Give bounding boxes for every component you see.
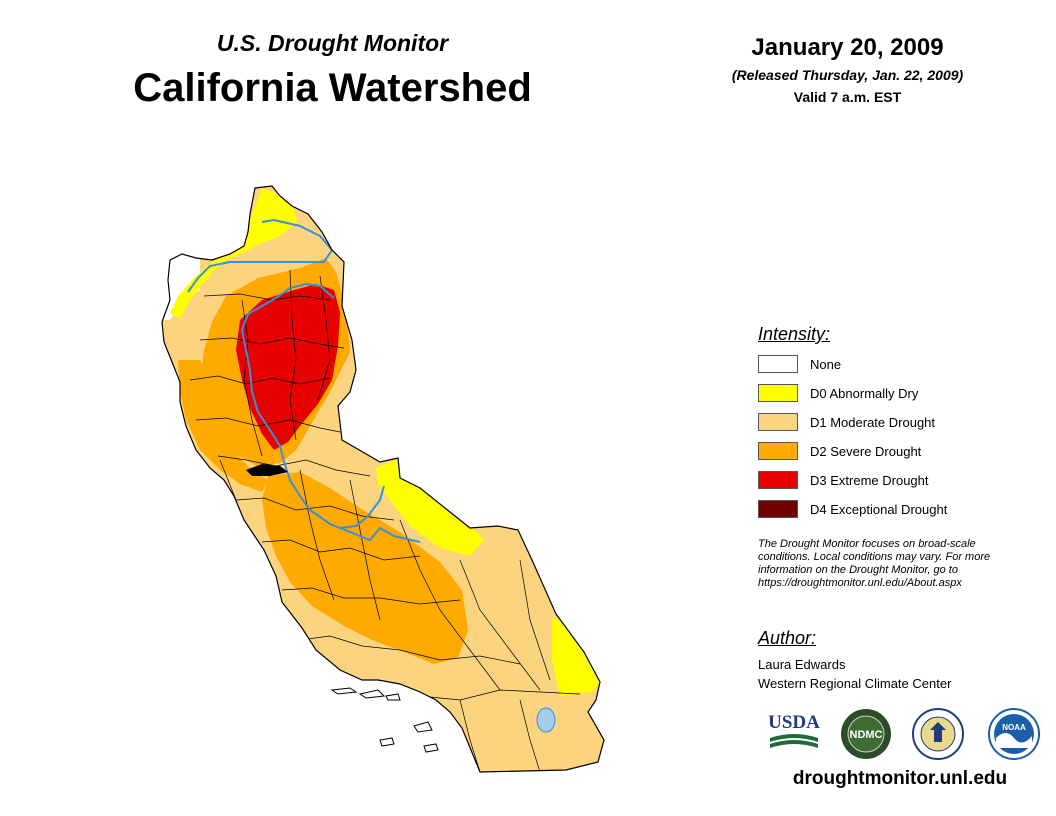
- legend-label: D3 Extreme Drought: [810, 473, 929, 488]
- legend-label: D0 Abnormally Dry: [810, 386, 919, 401]
- legend-label: D4 Exceptional Drought: [810, 502, 948, 517]
- usda-logo-text: USDA: [768, 712, 820, 733]
- d0-abnormally-dry-east: [376, 458, 484, 556]
- legend-label: D2 Severe Drought: [810, 444, 922, 459]
- legend-swatch: [758, 442, 798, 460]
- legend-title: Intensity:: [758, 324, 831, 344]
- legend-swatch: [758, 471, 798, 489]
- noaa-logo-text: NOAA: [1002, 723, 1026, 732]
- usda-logo: USDA: [768, 712, 820, 748]
- salton-sea-lake: [536, 707, 556, 733]
- legend-item-d4: D4 Exceptional Drought: [758, 500, 1048, 529]
- disclaimer-note: The Drought Monitor focuses on broad-sca…: [758, 538, 1050, 590]
- major-rivers: [187, 218, 421, 543]
- note-line: conditions. Local conditions may vary. F…: [758, 551, 991, 563]
- california-drought-map: [161, 185, 605, 773]
- legend: Intensity: None D0 Abnormally Dry D1 Mod…: [758, 324, 1048, 529]
- channel-islands: [330, 687, 439, 753]
- legend-item-d1: D1 Moderate Drought: [758, 413, 1048, 442]
- d2-severe-drought-south: [262, 472, 468, 664]
- legend-item-d0: D0 Abnormally Dry: [758, 384, 1048, 413]
- legend-swatch: [758, 384, 798, 402]
- ndmc-logo-text: NDMC: [850, 729, 883, 741]
- commerce-seal-logo: [912, 708, 964, 760]
- release-date: (Released Thursday, Jan. 22, 2009): [731, 67, 964, 83]
- legend-swatch: [758, 355, 798, 373]
- legend-item-d3: D3 Extreme Drought: [758, 471, 1048, 500]
- note-link[interactable]: https://droughtmonitor.unl.edu/About.asp…: [758, 577, 962, 589]
- valid-time: Valid 7 a.m. EST: [793, 89, 902, 105]
- note-line: The Drought Monitor focuses on broad-sca…: [758, 538, 976, 550]
- watershed-outline: [161, 185, 605, 773]
- map-title: California Watershed: [133, 66, 532, 110]
- legend-item-d2: D2 Severe Drought: [758, 442, 1048, 471]
- d3-extreme-drought-area: [236, 284, 340, 450]
- d0-abnormally-dry-southeast: [552, 618, 600, 696]
- legend-swatch: [758, 500, 798, 518]
- website-link[interactable]: droughtmonitor.unl.edu: [792, 768, 1008, 789]
- d2-severe-drought-coast: [178, 360, 268, 492]
- legend-item-none: None: [758, 355, 1048, 384]
- map-subtitle: U.S. Drought Monitor: [216, 30, 449, 56]
- author-organization: Western Regional Climate Center: [758, 676, 952, 691]
- author-name: Laura Edwards: [758, 657, 846, 672]
- legend-swatch: [758, 413, 798, 431]
- author-heading: Author:: [758, 628, 817, 648]
- san-francisco-bay: [246, 464, 288, 476]
- ndmc-logo: NDMC: [841, 709, 891, 759]
- legend-label: D1 Moderate Drought: [810, 415, 936, 430]
- note-line: information on the Drought Monitor, go t…: [758, 564, 958, 576]
- map-date: January 20, 2009: [751, 34, 944, 61]
- noaa-logo: NOAA: [988, 708, 1040, 760]
- legend-label: None: [810, 357, 842, 372]
